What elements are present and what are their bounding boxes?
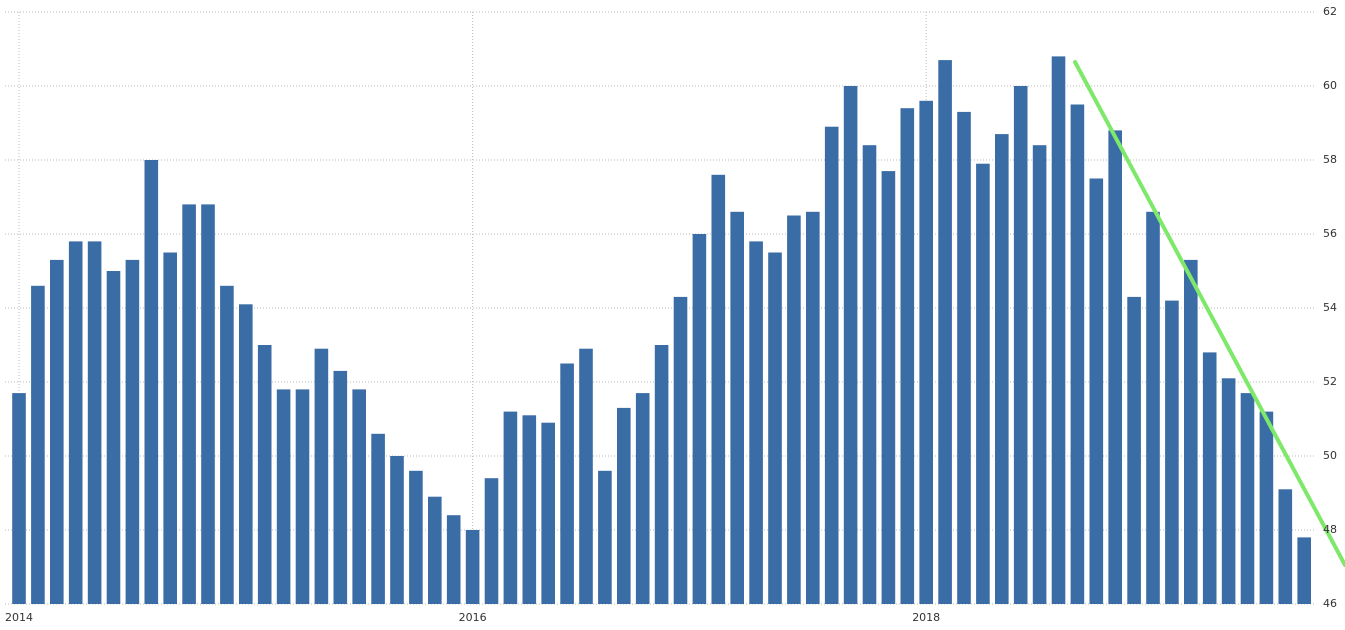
- bar: [428, 496, 442, 604]
- bar: [560, 363, 574, 604]
- bar: [995, 134, 1009, 604]
- bar: [654, 345, 669, 604]
- bar: [1146, 211, 1160, 605]
- bar: [314, 348, 329, 604]
- bar: [409, 470, 423, 604]
- bar: [276, 389, 291, 604]
- bar: [484, 478, 499, 604]
- bar: [1165, 300, 1179, 604]
- bar: [1184, 259, 1198, 604]
- bar: [87, 241, 102, 604]
- bar: [1013, 86, 1028, 604]
- bar: [239, 304, 253, 604]
- bar: [768, 252, 782, 604]
- bar: [843, 86, 858, 604]
- bar: [730, 211, 744, 605]
- bar: [1108, 130, 1122, 604]
- bar: [1127, 296, 1141, 604]
- y-tick-label: 58: [1323, 153, 1337, 166]
- bar: [957, 111, 971, 605]
- bar: [598, 470, 612, 604]
- bar: [919, 100, 933, 605]
- bar: [617, 407, 631, 604]
- bar: [862, 145, 877, 604]
- bar: [220, 285, 234, 604]
- bar: [881, 171, 896, 604]
- x-tick-label: 2016: [459, 611, 487, 624]
- bar: [333, 370, 348, 604]
- bar: [12, 393, 26, 604]
- bar: [579, 348, 593, 604]
- bar: [787, 215, 801, 604]
- bar: [824, 126, 839, 604]
- bar: [201, 204, 215, 604]
- bar: [541, 422, 555, 604]
- bar: [465, 530, 480, 604]
- bar: [635, 393, 650, 604]
- bar: [938, 60, 952, 605]
- x-tick-label: 2018: [912, 611, 940, 624]
- bar: [900, 108, 915, 604]
- bar: [976, 163, 990, 604]
- bar: [1240, 393, 1255, 604]
- bar: [144, 160, 159, 604]
- y-tick-label: 60: [1323, 79, 1337, 92]
- bar: [371, 433, 385, 604]
- bar: [257, 345, 272, 604]
- bar: [522, 415, 537, 604]
- trend-line: [1073, 60, 1345, 567]
- bar: [1032, 145, 1047, 604]
- y-tick-label: 50: [1323, 449, 1337, 462]
- bar: [182, 204, 196, 604]
- bar: [68, 241, 83, 604]
- bar: [295, 389, 310, 604]
- bar: [352, 389, 366, 604]
- bar: [806, 211, 820, 605]
- y-tick-label: 56: [1323, 227, 1337, 240]
- y-tick-label: 54: [1323, 301, 1337, 314]
- bar: [1278, 489, 1293, 604]
- bar: [125, 259, 140, 604]
- bar: [1259, 411, 1274, 604]
- bar: [1070, 104, 1085, 604]
- y-tick-label: 48: [1323, 523, 1337, 536]
- y-tick-label: 52: [1323, 375, 1337, 388]
- bar: [673, 296, 688, 604]
- y-tick-label: 62: [1323, 5, 1337, 18]
- bar: [1221, 378, 1236, 604]
- bar: [1202, 352, 1217, 604]
- bar: [50, 259, 64, 604]
- bar: [106, 271, 121, 604]
- bar: [446, 515, 461, 604]
- bar: [390, 456, 404, 604]
- x-tick-label: 2014: [5, 611, 33, 624]
- bar: [1089, 178, 1104, 604]
- bar: [1297, 537, 1311, 604]
- bar: [749, 241, 763, 604]
- bar: [1051, 56, 1066, 604]
- bar: [692, 234, 707, 604]
- bar: [711, 174, 726, 605]
- bar: [163, 252, 177, 604]
- bar: [31, 285, 45, 604]
- bar: [503, 411, 518, 604]
- y-tick-label: 46: [1323, 597, 1337, 610]
